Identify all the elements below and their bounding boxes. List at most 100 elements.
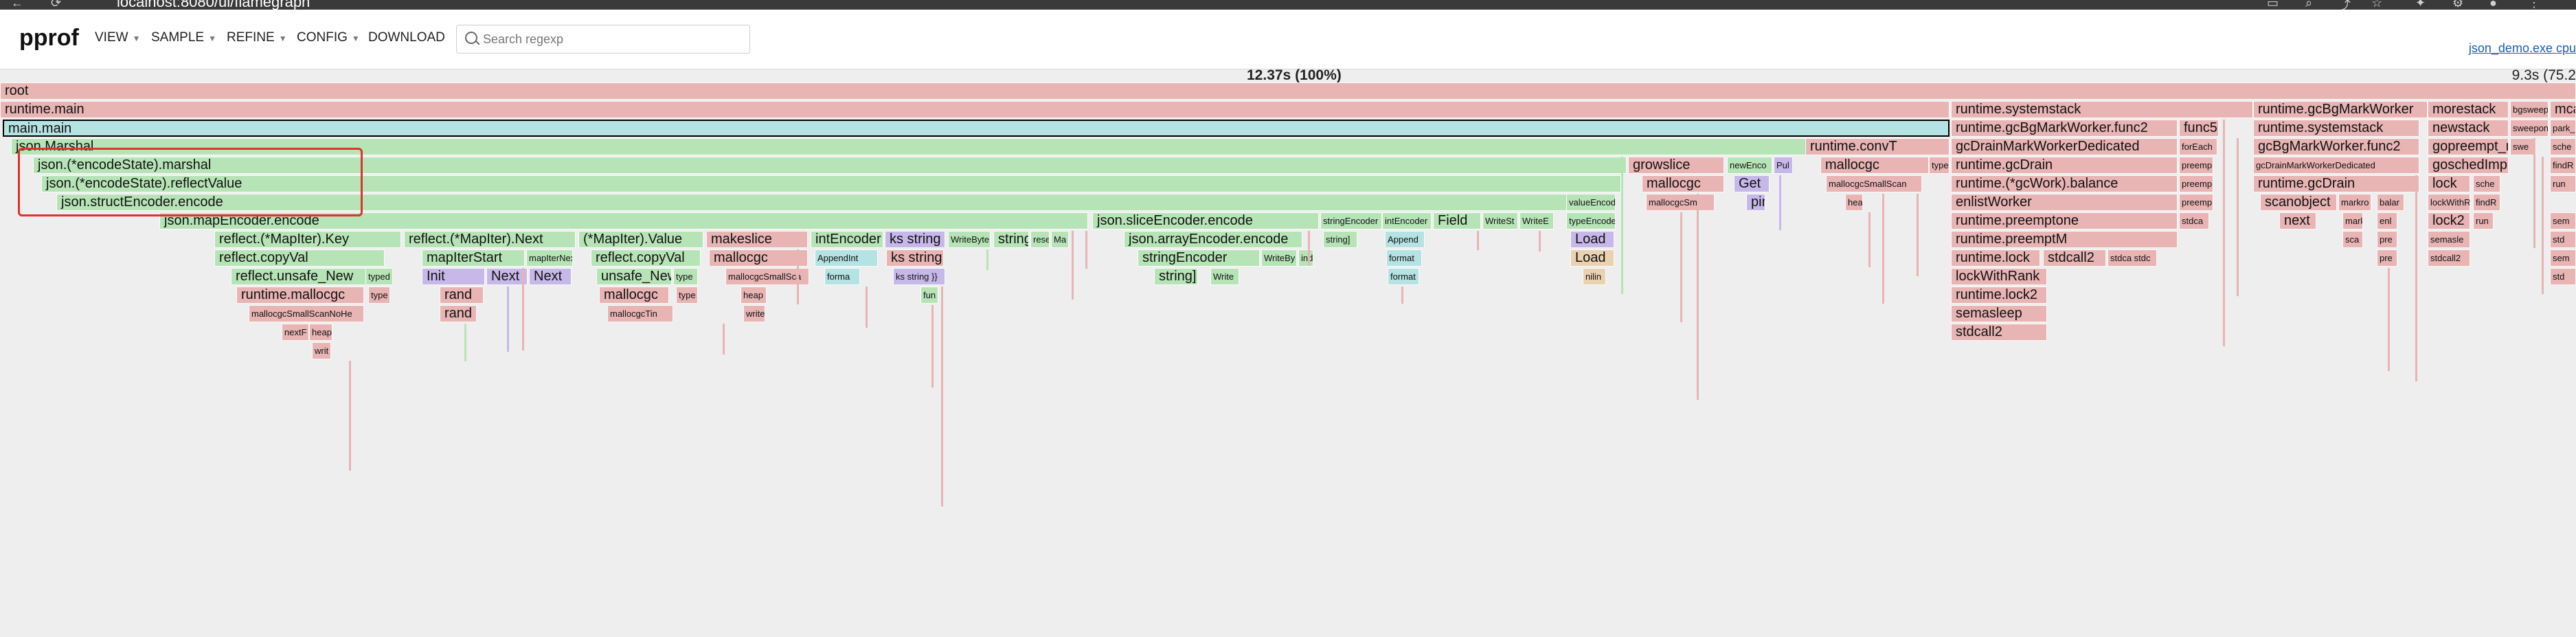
- flame-frame[interactable]: intEncoder: [1382, 212, 1432, 230]
- zoom-icon[interactable]: ⌕: [2305, 0, 2313, 10]
- flame-frame[interactable]: next: [2279, 212, 2316, 230]
- flame-frame[interactable]: stdca stdc: [2108, 249, 2157, 267]
- avatar[interactable]: ●: [2489, 0, 2497, 10]
- flame-frame[interactable]: enl: [2377, 212, 2397, 230]
- flame-frame[interactable]: gcDrainMarkWorkerDedicated: [1951, 138, 2178, 155]
- bookmark-icon[interactable]: ☆: [2371, 0, 2383, 10]
- flame-frame[interactable]: type: [676, 287, 698, 304]
- flame-frame[interactable]: intEncoder: [811, 231, 883, 248]
- profile-link[interactable]: json_demo.exe cpu: [2468, 41, 2576, 55]
- flame-frame[interactable]: newstack: [2428, 120, 2509, 137]
- flame-frame[interactable]: goschedImpl: [2428, 157, 2509, 174]
- flame-frame[interactable]: preemp: [2179, 175, 2213, 192]
- flame-frame[interactable]: Next: [529, 268, 572, 285]
- reload-icon[interactable]: ⟳: [51, 0, 62, 10]
- flame-frame[interactable]: runtime.lock: [1951, 249, 2040, 267]
- flame-sliver[interactable]: [1882, 194, 1884, 304]
- flame-frame[interactable]: string]: [993, 231, 1029, 248]
- reader-icon[interactable]: ▭: [2267, 0, 2279, 10]
- flame-frame[interactable]: gopreempt_m: [2428, 138, 2509, 155]
- flame-frame[interactable]: reflect.(*MapIter).Next: [404, 231, 576, 248]
- flame-frame[interactable]: balar: [2377, 194, 2404, 211]
- flame-sliver[interactable]: [723, 324, 725, 355]
- flame-sliver[interactable]: [1072, 231, 1074, 300]
- flame-frame[interactable]: writ: [312, 342, 331, 359]
- flame-frame[interactable]: gcDrainMarkWorkerDedicated: [2253, 157, 2419, 174]
- flame-frame[interactable]: json.Marshal: [11, 138, 1811, 155]
- flame-frame[interactable]: stdcall2: [2428, 249, 2470, 267]
- flame-frame[interactable]: fun: [920, 287, 938, 304]
- flame-sliver[interactable]: [507, 287, 509, 352]
- flame-frame[interactable]: reflect.copyVal: [591, 249, 701, 267]
- flame-frame[interactable]: stdca: [2179, 212, 2209, 230]
- flame-frame[interactable]: runtime.systemstack: [1951, 101, 2253, 118]
- flame-frame[interactable]: rese: [1030, 231, 1050, 248]
- flame-sliver[interactable]: [1697, 194, 1699, 400]
- flame-sliver[interactable]: [522, 268, 524, 350]
- flame-sliver[interactable]: [2533, 138, 2535, 248]
- settings-icon[interactable]: ⚙: [2452, 0, 2464, 10]
- flame-frame[interactable]: Load: [1570, 231, 1614, 248]
- flame-frame[interactable]: json.mapEncoder.encode: [159, 212, 1088, 230]
- flame-frame[interactable]: lock2: [2428, 212, 2470, 230]
- flame-sliver[interactable]: [2415, 175, 2417, 381]
- flame-frame[interactable]: reflect.(*MapIter).Key: [214, 231, 401, 248]
- flame-frame[interactable]: sche: [2550, 138, 2576, 155]
- flame-frame[interactable]: Field: [1433, 212, 1481, 230]
- flame-frame[interactable]: heap: [741, 287, 767, 304]
- flame-sliver[interactable]: [986, 249, 988, 270]
- flame-sliver[interactable]: [464, 324, 466, 361]
- flame-frame[interactable]: runtime.gcDrain: [2253, 175, 2419, 192]
- flame-frame[interactable]: sem: [2550, 249, 2576, 267]
- flame-frame[interactable]: WriteSt: [1482, 212, 1518, 230]
- flame-frame[interactable]: stdcall2: [1951, 324, 2047, 341]
- flame-frame[interactable]: enlistWorker: [1951, 194, 2178, 211]
- flame-frame[interactable]: reflect.copyVal: [214, 249, 385, 267]
- flame-frame[interactable]: mallocgcSmallScanNoHe: [249, 305, 364, 322]
- flame-frame[interactable]: Next: [486, 268, 528, 285]
- flame-frame[interactable]: markro: [2338, 194, 2371, 211]
- flame-frame[interactable]: format: [1386, 249, 1422, 267]
- flame-frame[interactable]: sca: [2342, 231, 2363, 248]
- flame-frame[interactable]: mca: [2550, 101, 2576, 118]
- share-icon[interactable]: ⤴: [2338, 0, 2351, 10]
- flame-sliver[interactable]: [797, 249, 799, 304]
- flame-frame[interactable]: rand: [440, 287, 484, 304]
- flame-frame[interactable]: Write: [1210, 268, 1239, 285]
- flame-frame[interactable]: string]: [1323, 231, 1357, 248]
- flame-frame[interactable]: mallocgcTin: [607, 305, 673, 322]
- flame-frame[interactable]: Init: [422, 268, 485, 285]
- flame-frame[interactable]: ks string }}: [885, 231, 945, 248]
- flame-frame[interactable]: ks string }}: [886, 249, 944, 267]
- flame-frame[interactable]: mallocgc: [599, 287, 669, 304]
- flame-sliver[interactable]: [1539, 231, 1541, 252]
- flame-frame[interactable]: hea: [1845, 194, 1863, 211]
- flame-frame[interactable]: runtime.gcBgMarkWorker: [2253, 101, 2428, 118]
- flame-frame[interactable]: run: [2550, 175, 2576, 192]
- flame-frame[interactable]: WriteBy: [1261, 249, 1297, 267]
- flame-frame[interactable]: stringEncoder: [1320, 212, 1382, 230]
- flame-frame[interactable]: gcBgMarkWorker.func2: [2253, 138, 2419, 155]
- menu-view[interactable]: VIEW ▼: [95, 30, 141, 45]
- menu-sample[interactable]: SAMPLE ▼: [151, 30, 216, 45]
- flame-frame[interactable]: Ma: [1051, 231, 1069, 248]
- flame-frame[interactable]: sem: [2550, 212, 2576, 230]
- flame-frame[interactable]: bgsweep: [2510, 101, 2549, 118]
- flame-frame[interactable]: ks string }}: [893, 268, 945, 285]
- flame-frame[interactable]: runtime.systemstack: [2253, 120, 2419, 137]
- flame-frame[interactable]: valueEncoder: [1566, 194, 1616, 211]
- search-input[interactable]: [482, 30, 745, 49]
- flame-frame[interactable]: (*MapIter).Value: [578, 231, 703, 248]
- flame-frame[interactable]: runtime.(*gcWork).balance: [1951, 175, 2178, 192]
- flame-frame[interactable]: json.arrayEncoder.encode: [1124, 231, 1302, 248]
- flame-sliver[interactable]: [1868, 212, 1871, 267]
- flame-frame[interactable]: mallocgc: [709, 249, 808, 267]
- flame-frame[interactable]: mapIterNext: [526, 249, 573, 267]
- flame-sliver[interactable]: [1779, 175, 1781, 230]
- flame-sliver[interactable]: [941, 287, 943, 506]
- flame-frame[interactable]: sweepone: [2510, 120, 2549, 137]
- flame-frame[interactable]: ind: [1298, 249, 1313, 267]
- flame-sliver[interactable]: [2388, 268, 2390, 371]
- flame-frame[interactable]: findR: [2550, 157, 2576, 174]
- flame-frame[interactable]: format: [1388, 268, 1419, 285]
